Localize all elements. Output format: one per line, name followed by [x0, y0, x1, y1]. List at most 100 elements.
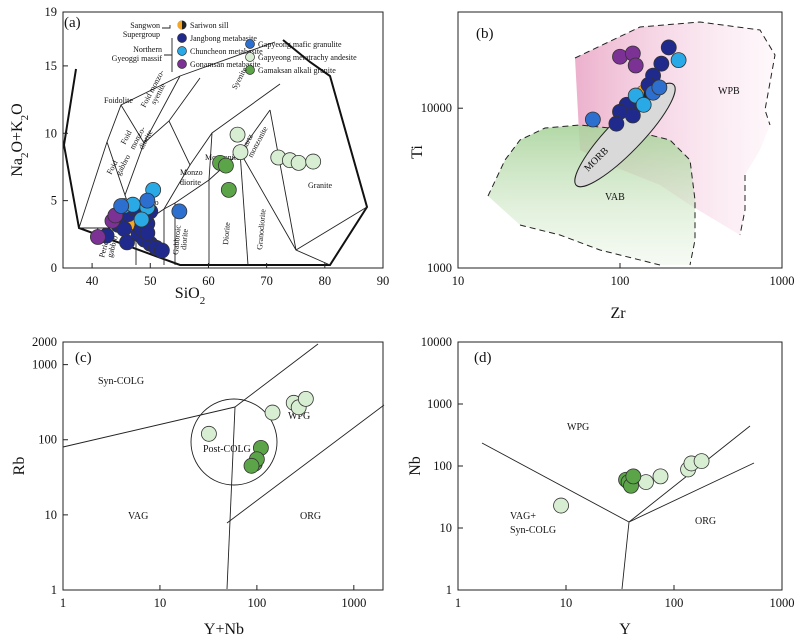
- wpb-field: [575, 22, 775, 235]
- panel-a-xtick-label: 40: [86, 274, 99, 288]
- field-monzo-diorite: Monzo: [180, 168, 203, 177]
- field-wpg: WPG: [288, 411, 310, 422]
- field-diorite: Diorite: [221, 221, 232, 245]
- panel-a-ytick-label: 19: [45, 5, 58, 19]
- vab-field: [488, 125, 695, 265]
- panel-d-xtick-label: 1: [455, 596, 461, 610]
- panel-d-nb-y: [481, 425, 755, 590]
- legend-marker-chuncheon-metabasite: [177, 46, 187, 56]
- legend-label-chuncheon-metabasite: Chuncheon metabasite: [190, 47, 263, 56]
- panel-a-ytick-label: 10: [45, 126, 58, 140]
- panel-b-point-jangbong-metabasite: [608, 115, 625, 132]
- panel-b-point-gapyeong-mafic-granulite: [651, 79, 668, 96]
- panel-a-ytick-label: 0: [51, 261, 57, 275]
- field-org: ORG: [300, 511, 321, 522]
- legend-group-sangwon-1: Sangwon: [130, 21, 160, 30]
- panel-c-xtick-label: 100: [248, 596, 267, 610]
- panel-c-point-gapyeong-metatrachy-andesite: [297, 390, 314, 407]
- field-gabbroic-diorite: Gabbroic: [171, 224, 183, 255]
- data-markers: [90, 39, 710, 514]
- panel-c-frame: [62, 341, 384, 591]
- legend-marker-sariwon-sill-half: [177, 20, 182, 30]
- panel-d-point-gapyeong-metatrachy-andesite: [652, 468, 669, 485]
- panel-a-ytick-label: 5: [51, 194, 57, 208]
- panel-a-xlabel: SiO2: [175, 285, 205, 307]
- panel-c-xtick-label: 1: [60, 596, 66, 610]
- panel-b-xlabel: Zr: [610, 305, 626, 322]
- panel-a-point-gapyeong-metatrachy-andesite: [229, 126, 246, 143]
- field-gabbroic-diorite-2: diorite: [179, 228, 190, 250]
- panel-d-ytick-label: 1: [446, 583, 452, 597]
- panel-b-point-jangbong-metabasite: [653, 55, 670, 72]
- legend-marker-gapyeong-metatrachy-andesite: [245, 52, 255, 62]
- panel-c-label: (c): [75, 350, 92, 366]
- panel-b-point-chuncheon-metabasite: [670, 52, 687, 69]
- panel-c-ytick-label: 10: [45, 508, 58, 522]
- panel-b-ylabel: Ti: [409, 145, 426, 159]
- legend-label-sariwon-sill: Sariwon sill: [190, 21, 229, 30]
- panel-a-xtick-label: 70: [260, 274, 273, 288]
- legend-label-gapyeong-metatrachy-andesite: Gapyeong metatrachy andesite: [258, 53, 357, 62]
- legend-group-sangwon-2: Supergroup: [123, 30, 160, 39]
- panel-c-ytick-label: 1000: [32, 358, 57, 372]
- panel-a-xtick-label: 90: [377, 274, 390, 288]
- panel-c-point-gamaksan-alkali-granite: [243, 457, 260, 474]
- field-vag-syn-colg: VAG+: [510, 511, 536, 522]
- panel-a-point-gapyeong-mafic-granulite: [171, 203, 188, 220]
- field-syenite: Syenite: [230, 65, 249, 91]
- panel-a-frame: [62, 11, 384, 269]
- legend-group-northern-2: Gyeoggi massif: [112, 54, 163, 63]
- panel-a-point-gapyeong-metatrachy-andesite: [232, 144, 249, 161]
- field-foidolite: Foidolite: [104, 96, 133, 105]
- panel-b-label: (b): [476, 26, 494, 42]
- panel-d-point-gapyeong-metatrachy-andesite: [553, 497, 569, 514]
- panel-a-xtick-label: 50: [144, 274, 157, 288]
- field-org-d: ORG: [695, 516, 716, 527]
- field-vag: VAG: [128, 511, 148, 522]
- panel-b-point-jangbong-metabasite: [624, 107, 641, 124]
- field-post-colg: Post-COLG: [203, 444, 251, 455]
- panel-d-point-gamaksan-alkali-granite: [625, 468, 642, 485]
- panel-a-ylabel: Na2O+K2O: [9, 103, 31, 176]
- panel-c-point-gapyeong-metatrachy-andesite: [264, 404, 281, 421]
- panel-a-point-gapyeong-mafic-granulite: [139, 192, 156, 209]
- panel-c-xtick-label: 10: [154, 596, 167, 610]
- legend-label-gapyeong-mafic-granulite: Gapyeong mafic granulite: [258, 40, 342, 49]
- panel-a-label: (a): [64, 15, 81, 31]
- panel-b-xtick-label: 100: [611, 274, 630, 288]
- field-monzo-diorite-2: diorite: [180, 178, 201, 187]
- panel-c-rb-ynb: [62, 343, 385, 590]
- panel-a-point-gapyeong-metatrachy-andesite: [290, 155, 307, 171]
- legend-label-jangbong-metabasite: Jangbong metabasite: [190, 34, 257, 43]
- panel-a-point-jangbong-metabasite: [139, 225, 156, 241]
- panel-d-xtick-label: 1000: [770, 596, 795, 610]
- panel-a-point-gamaksan-alkali-granite: [220, 181, 237, 198]
- panel-a-point-gonamsan-metabasite: [90, 229, 106, 245]
- panel-b-point-jangbong-metabasite: [660, 39, 677, 56]
- field-wpg-d: WPG: [567, 422, 589, 433]
- panel-d-frame: [457, 341, 783, 591]
- panel-d-label: (d): [474, 350, 492, 366]
- panel-d-point-gapyeong-metatrachy-andesite: [693, 453, 710, 469]
- panel-a-point-chuncheon-metabasite: [133, 211, 150, 228]
- panel-b-ytick-label: 10000: [421, 101, 452, 115]
- panel-b-xtick-label: 10: [452, 274, 465, 288]
- panel-d-ytick-label: 100: [433, 459, 452, 473]
- panel-b-xtick-label: 1000: [770, 274, 795, 288]
- panel-a-point-gapyeong-mafic-granulite: [113, 198, 130, 214]
- panel-b-point-chuncheon-metabasite: [635, 96, 652, 113]
- legend-marker-gamaksan-alkali-granite: [245, 65, 255, 75]
- panel-d-ytick-label: 1000: [427, 397, 452, 411]
- panel-b-point-gapyeong-mafic-granulite: [584, 111, 601, 128]
- panel-a-xtick-label: 80: [319, 274, 332, 288]
- legend-marker-gonamsan-metabasite: [177, 59, 187, 69]
- panel-c-ytick-label: 2000: [32, 335, 57, 349]
- post-colg-circle: [190, 398, 278, 486]
- panel-c-ylabel: Rb: [11, 457, 28, 476]
- legend-label-gonamsan-metabasite: Gonamsan metabasite: [190, 60, 261, 69]
- panel-a-point-gapyeong-metatrachy-andesite: [305, 153, 322, 170]
- panel-a-point-jangbong-metabasite: [119, 234, 135, 251]
- legend-label-gamaksan-alkali-granite: Gamaksan alkali granite: [258, 66, 336, 75]
